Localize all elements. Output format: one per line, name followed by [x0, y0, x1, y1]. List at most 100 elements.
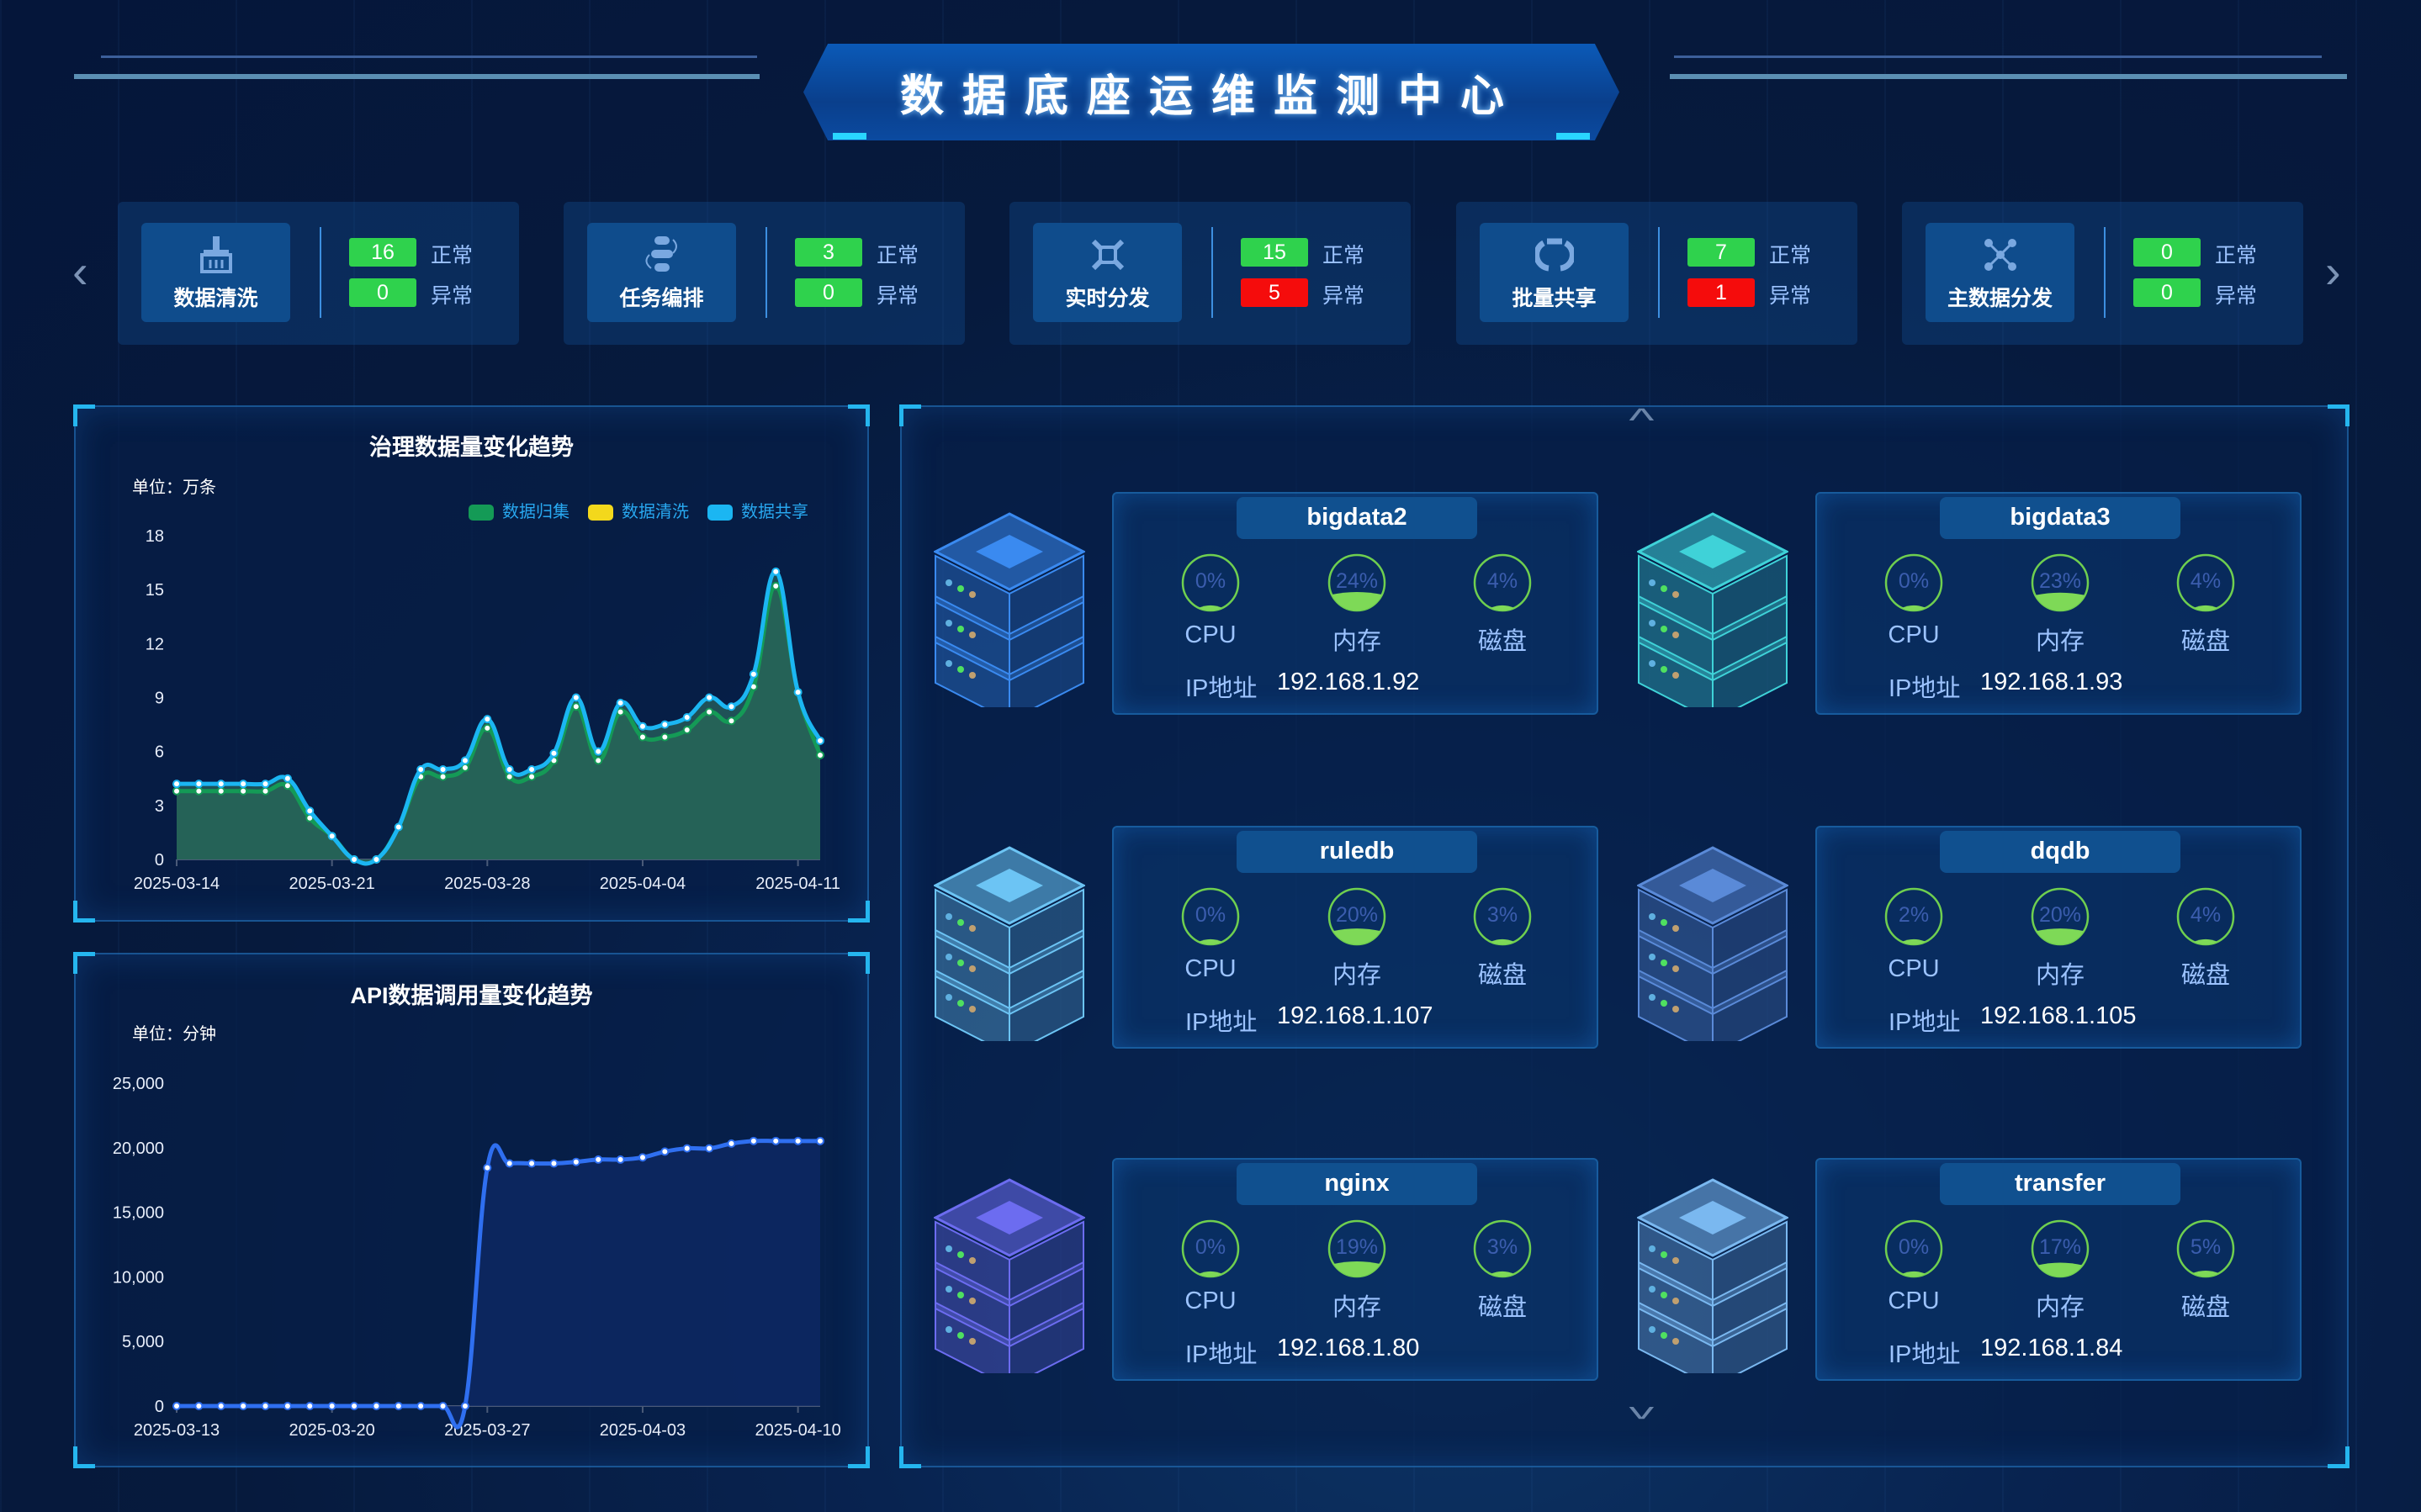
server-stack-icon — [1635, 497, 1790, 722]
mem-label: 内存 — [1332, 628, 1381, 655]
data-point — [705, 1144, 714, 1153]
data-point — [172, 780, 181, 789]
cpu-label: CPU — [1184, 955, 1237, 982]
y-tick-label: 0 — [155, 1398, 164, 1416]
distribute-icon — [1089, 239, 1127, 277]
data-point — [172, 1402, 181, 1410]
status-icon-box: 批量共享 — [1480, 223, 1629, 322]
server-card[interactable]: bigdata3 0% CPU 23% 内存 4% 磁盘 IP地址 192.168.… — [1815, 492, 2302, 715]
api-chart: 0 5,000 10,000 15,000 20,000 25,000 2025-03-13… — [113, 1075, 841, 1440]
normal-count-badge: 16 — [349, 238, 416, 267]
data-point — [727, 702, 736, 711]
data-point — [327, 1402, 336, 1410]
status-card[interactable]: 主数据分发 0 正常 0 异常 — [1902, 202, 2303, 345]
data-point — [571, 693, 580, 702]
server-card[interactable]: ruledb 0% CPU 20% 内存 3% 磁盘 IP地址 192.168.1.… — [1112, 826, 1598, 1049]
data-point — [305, 806, 315, 816]
mem-label: 内存 — [1332, 1294, 1381, 1321]
x-tick-label: 2025-03-21 — [289, 875, 374, 893]
legend-item[interactable]: 数据归集 — [469, 498, 569, 522]
legend-item[interactable]: 数据共享 — [707, 498, 808, 522]
disk-percent: 5% — [2190, 1235, 2222, 1259]
chart-title: 治理数据量变化趋势 — [369, 435, 574, 460]
prev-arrow-button[interactable]: ‹ — [72, 245, 88, 298]
scroll-up-chevron-icon[interactable]: ^ — [1629, 402, 1655, 439]
data-point — [549, 748, 559, 758]
server-card[interactable]: bigdata2 0% CPU 24% 内存 4% 磁盘 IP地址 192.168.… — [1112, 492, 1598, 715]
mem-percent: 23% — [2038, 569, 2082, 593]
data-point — [527, 765, 537, 775]
mem-percent: 17% — [2038, 1235, 2082, 1259]
legend-label: 数据共享 — [741, 503, 808, 521]
data-point — [771, 1136, 781, 1145]
data-point — [438, 1402, 448, 1410]
divider — [766, 227, 767, 318]
disk-label: 磁盘 — [1477, 962, 1527, 989]
y-tick-label: 25,000 — [113, 1075, 164, 1093]
legend-label: 数据清洗 — [622, 503, 689, 521]
normal-count-badge: 3 — [795, 238, 862, 267]
status-card[interactable]: 数据清洗 16 正常 0 异常 — [118, 202, 519, 345]
header-decoration-right-inner — [1674, 56, 2322, 58]
data-point — [372, 1402, 381, 1410]
status-icon-box: 数据清洗 — [141, 223, 290, 322]
data-point — [705, 693, 714, 702]
legend-swatch — [469, 505, 494, 521]
ip-address: 192.168.1.105 — [1980, 1002, 2137, 1029]
data-point — [682, 713, 691, 722]
abnormal-count-badge: 0 — [795, 278, 862, 307]
server-name: bigdata2 — [1237, 497, 1477, 539]
mem-percent: 24% — [1335, 569, 1379, 593]
mem-gauge: 20% — [2030, 886, 2090, 947]
status-card[interactable]: 任务编排 3 正常 0 异常 — [564, 202, 965, 345]
disk-label: 磁盘 — [2180, 1294, 2230, 1321]
scroll-down-chevron-icon[interactable]: ^ — [1629, 1388, 1655, 1425]
mem-percent: 20% — [2038, 903, 2082, 927]
x-tick-label: 2025-04-04 — [600, 875, 686, 893]
server-name: transfer — [1940, 1163, 2180, 1205]
server-card[interactable]: nginx 0% CPU 19% 内存 3% 磁盘 IP地址 192.168.1.8… — [1112, 1158, 1598, 1381]
data-point — [505, 1159, 514, 1168]
server-stack-icon — [1635, 831, 1790, 1056]
ip-address: 192.168.1.80 — [1277, 1335, 1420, 1361]
share-icon — [1533, 238, 1576, 277]
divider — [1211, 227, 1213, 318]
normal-label: 正常 — [431, 244, 474, 267]
data-point — [616, 1155, 625, 1164]
data-point — [594, 1155, 603, 1164]
y-tick-label: 15,000 — [113, 1204, 164, 1223]
data-point — [239, 780, 248, 789]
disk-label: 磁盘 — [1477, 1294, 1527, 1321]
server-card[interactable]: dqdb 2% CPU 20% 内存 4% 磁盘 IP地址 192.168.1.10… — [1815, 826, 2302, 1049]
x-tick-label: 2025-03-13 — [134, 1421, 220, 1440]
server-card[interactable]: transfer 0% CPU 17% 内存 5% 磁盘 IP地址 192.168.… — [1815, 1158, 2302, 1381]
y-tick-label: 0 — [155, 851, 164, 870]
ip-label: IP地址 — [1185, 1341, 1258, 1368]
y-tick-label: 3 — [155, 797, 164, 816]
disk-gauge: 4% — [2175, 552, 2236, 613]
data-point — [660, 720, 670, 729]
chart-title: API数据调用量变化趋势 — [350, 983, 593, 1008]
server-name: bigdata3 — [1940, 497, 2180, 539]
y-tick-label: 10,000 — [113, 1268, 164, 1287]
status-icon-box: 任务编排 — [587, 223, 736, 322]
status-card[interactable]: 批量共享 7 正常 1 异常 — [1456, 202, 1857, 345]
next-arrow-button[interactable]: › — [2325, 245, 2341, 298]
data-point — [505, 765, 514, 775]
mem-gauge: 17% — [2030, 1219, 2090, 1279]
data-point — [483, 715, 492, 724]
legend-item[interactable]: 数据清洗 — [588, 498, 689, 522]
ip-address: 192.168.1.84 — [1980, 1335, 2123, 1361]
disk-gauge: 3% — [1472, 1219, 1533, 1279]
y-tick-label: 9 — [155, 690, 164, 708]
status-icon-box: 主数据分发 — [1926, 223, 2074, 322]
server-stack-icon — [932, 1163, 1087, 1388]
data-point — [660, 732, 670, 742]
data-point — [416, 765, 426, 775]
data-point — [283, 1402, 292, 1410]
normal-label: 正常 — [2215, 244, 2258, 267]
status-card[interactable]: 实时分发 15 正常 5 异常 — [1009, 202, 1411, 345]
data-point — [682, 726, 691, 734]
x-tick-label: 2025-04-11 — [755, 875, 840, 893]
mem-label: 内存 — [2035, 962, 2085, 989]
